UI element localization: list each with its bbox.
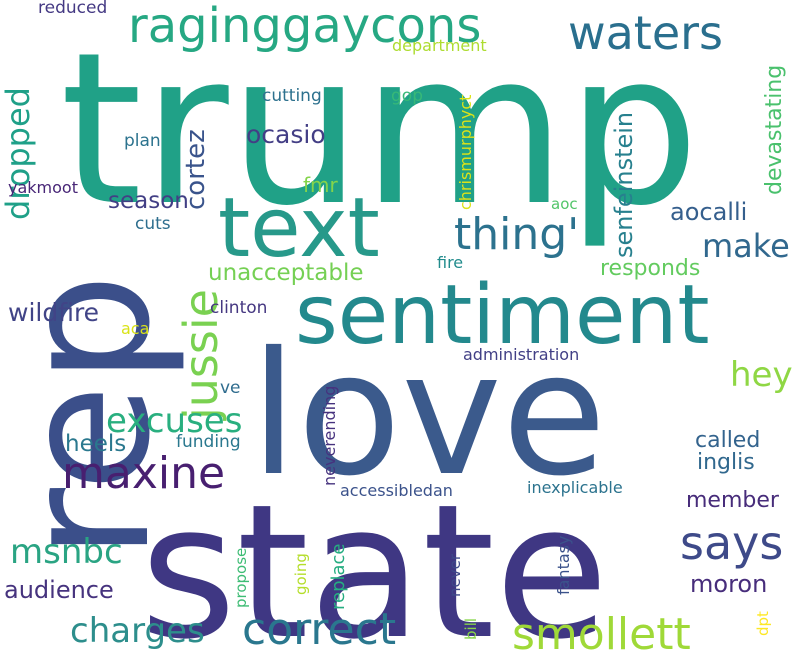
- word-inglis: inglis: [697, 450, 755, 475]
- word-wildfire: wildfire: [8, 298, 100, 327]
- word-thing: thing': [454, 209, 580, 260]
- word-cutting: cutting: [262, 86, 322, 106]
- word-cuts: cuts: [135, 214, 171, 234]
- word-aca: aca: [121, 319, 150, 338]
- word-replace: replace: [328, 543, 349, 610]
- word-raginggaycons: raginggaycons: [128, 0, 482, 54]
- word-smollett: smollett: [512, 609, 691, 660]
- word-yakmoot: yakmoot: [8, 178, 78, 197]
- word-funding: funding: [176, 432, 241, 452]
- word-love: love: [250, 316, 607, 514]
- word-reduced: reduced: [38, 0, 108, 18]
- word-senfeinstein: senfeinstein: [610, 111, 638, 258]
- word-correct: correct: [242, 604, 397, 655]
- word-audience: audience: [4, 576, 114, 604]
- word-sentiment: sentiment: [295, 268, 710, 363]
- word-department: department: [392, 36, 487, 55]
- word-ve: ve: [220, 378, 241, 398]
- word-aoc: aoc: [551, 195, 578, 213]
- word-administration: administration: [463, 345, 580, 364]
- word-accessibledan: accessibledan: [340, 481, 453, 500]
- word-neverending: neverending: [320, 385, 339, 486]
- word-devastating: devastating: [762, 64, 787, 195]
- word-never: never: [446, 553, 464, 597]
- word-bill: bill: [462, 617, 480, 640]
- word-fantasy: fantasy: [554, 535, 573, 595]
- word-member: member: [686, 488, 779, 513]
- word-text: text: [218, 181, 380, 276]
- word-jussie: jussie: [174, 289, 228, 420]
- word-fmr: fmr: [303, 173, 338, 197]
- word-heels: heels: [65, 431, 127, 457]
- word-ocasio: ocasio: [246, 120, 326, 149]
- word-called: called: [695, 428, 761, 453]
- word-hey: hey: [730, 355, 793, 395]
- word-moron: moron: [690, 570, 768, 598]
- word-inexplicable: inexplicable: [527, 478, 623, 497]
- word-state: state: [140, 464, 609, 660]
- word-going: going: [292, 553, 310, 595]
- word-chrismurphyct: chrismurphyct: [456, 94, 475, 210]
- word-season: season: [108, 188, 189, 214]
- word-says: says: [680, 516, 784, 570]
- word-unacceptable: unacceptable: [208, 260, 364, 286]
- word-msnbc: msnbc: [10, 532, 123, 572]
- word-responds: responds: [600, 256, 701, 281]
- word-maxine: maxine: [62, 448, 226, 499]
- word-rep: rep: [0, 273, 189, 560]
- word-trump: trump: [60, 7, 700, 252]
- word-aocalli: aocalli: [670, 198, 748, 226]
- word-plan: plan: [124, 131, 161, 151]
- word-fire: fire: [437, 253, 464, 272]
- word-waters: waters: [568, 6, 724, 60]
- word-charges: charges: [70, 611, 205, 651]
- word-gop: gop: [391, 86, 423, 106]
- word-propose: propose: [232, 547, 250, 608]
- word-dpt: dpt: [754, 611, 772, 636]
- word-excuses: excuses: [106, 401, 243, 441]
- word-make: make: [702, 227, 790, 265]
- word-clinton: clinton: [210, 298, 268, 318]
